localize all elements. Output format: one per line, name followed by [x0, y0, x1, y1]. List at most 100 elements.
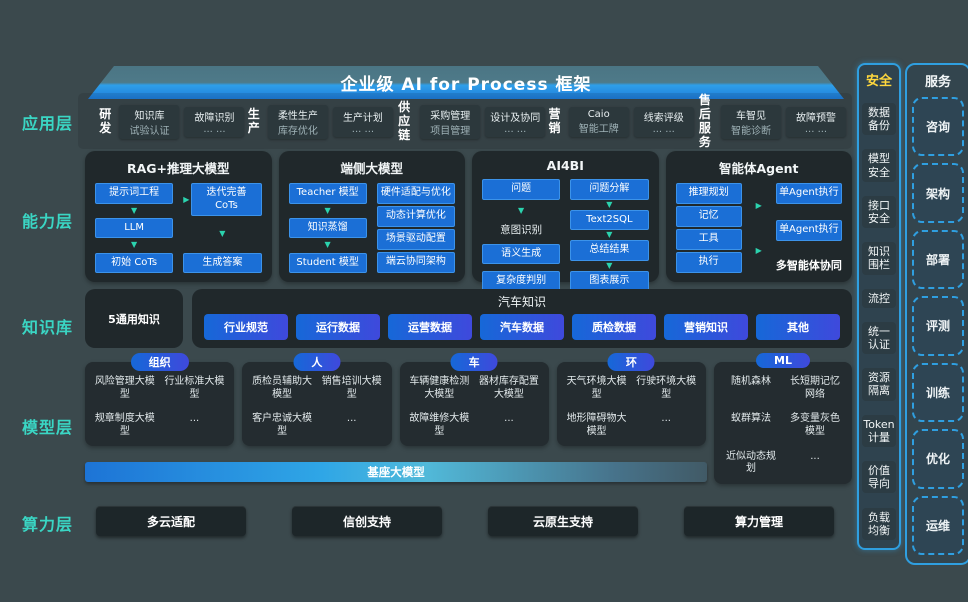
model-item: 多变量灰色模型 — [790, 413, 840, 437]
arrow-down-icon: ▼ — [518, 205, 525, 215]
security-item: 流控 — [862, 288, 896, 308]
model-group-organization: 组织 风险管理大模型 行业标准大模型 规章制度大模型 ... — [85, 353, 235, 446]
app-card-subtitle: 智能诊断 — [731, 126, 771, 137]
model-group-tag: 车 — [450, 353, 498, 371]
app-card-subtitle: ... ... — [203, 124, 226, 135]
flow-node: 复杂度判别 — [482, 270, 561, 291]
app-card-title: 生产计划 — [342, 113, 383, 124]
app-card-subtitle: ... ... — [504, 123, 527, 135]
app-card-subtitle: 库存优化 — [277, 126, 318, 137]
compute-item-management: 算力管理 — [684, 506, 834, 536]
model-group-people: 人 质检员辅助大模型 销售培训大模型 客户忠诚大模型 ... — [242, 353, 392, 446]
security-item: 模型安全 — [862, 149, 896, 182]
flow-node: 初始 CoTs — [95, 252, 174, 273]
model-item: 地形障碍物大模型 — [566, 413, 627, 437]
model-group-environment: 环 天气环境大模型 行驶环境大模型 地形障碍物大模型 ... — [556, 353, 706, 446]
service-item: 优化 — [912, 429, 964, 489]
page-title: 企业级 AI for Process 框架 — [340, 75, 592, 95]
security-item: 统一认证 — [862, 321, 896, 355]
knowledge-pill: 质检数据 — [572, 314, 656, 340]
layer-label-model: 模型层 — [22, 418, 74, 437]
flow-node: 知识蒸馏 — [288, 217, 367, 239]
arrow-down-icon: ▼ — [131, 205, 138, 215]
app-card-subtitle: ... ... — [351, 124, 375, 135]
general-knowledge-box: 5通用知识 — [85, 289, 183, 348]
app-card: 线索评级 ... ... — [633, 107, 694, 137]
arrow-down-icon: ▼ — [324, 205, 331, 215]
agent-node: 推理规划 — [675, 183, 742, 204]
capability-box-ai4bi: AI4BI 问题 ▼ 意图识别 语义生成 复杂度判别 问题分解 ▼ Text2S… — [472, 151, 659, 291]
model-item: 销售培训大模型 — [321, 376, 382, 400]
app-card: 生产计划 ... ... — [332, 107, 393, 137]
model-item: ... — [189, 413, 200, 424]
security-item: 价值导向 — [862, 461, 896, 494]
capability-box-title: RAG+推理大模型 — [126, 161, 230, 176]
app-card-title: 设计及协同 — [490, 112, 541, 124]
service-item: 部署 — [912, 229, 964, 290]
arrow-right-icon: ▶ — [755, 245, 762, 255]
list-node: 端云协同架构 — [376, 252, 455, 273]
list-node: 硬件适配与优化 — [376, 183, 455, 204]
layer-label-compute: 算力层 — [22, 515, 74, 534]
model-item: ... — [346, 413, 357, 424]
app-card-subtitle: 试验认证 — [129, 126, 170, 137]
model-item: 风险管理大模型 — [94, 376, 155, 400]
security-item: 知识围栏 — [862, 242, 896, 275]
security-item: 数据备份 — [862, 103, 896, 136]
app-card-subtitle: ... ... — [652, 124, 675, 135]
list-node: 场景驱动配置 — [376, 229, 455, 250]
app-group-label: 供应链 — [398, 100, 411, 142]
flow-node: Text2SQL — [570, 209, 649, 230]
app-card-subtitle: 智能工牌 — [578, 124, 619, 135]
app-card-subtitle: ... ... — [804, 124, 828, 135]
model-item: 行驶环境大模型 — [636, 376, 697, 400]
app-card: Caio 智能工牌 — [568, 107, 629, 137]
model-item: 规章制度大模型 — [94, 413, 155, 437]
model-item: 器材库存配置大模型 — [478, 376, 539, 400]
model-group-tag: 环 — [607, 353, 655, 371]
agent-node: 工具 — [675, 229, 742, 250]
app-card: 故障识别 ... ... — [184, 107, 245, 137]
knowledge-pill: 其他 — [756, 314, 840, 340]
model-item: 随机森林 — [731, 376, 771, 388]
arrow-down-icon: ▼ — [606, 260, 613, 270]
arrow-down-icon: ▼ — [219, 229, 226, 239]
app-card-subtitle: 项目管理 — [430, 125, 471, 137]
security-item: 资源隔离 — [862, 368, 896, 401]
flow-label: 意图识别 — [500, 224, 543, 237]
arrow-right-icon: ▶ — [183, 194, 190, 204]
app-card-title: 线索评级 — [643, 113, 684, 124]
model-item: 客户忠诚大模型 — [252, 413, 313, 437]
capability-box-title: AI4BI — [546, 158, 584, 173]
app-card: 设计及协同 ... ... — [485, 106, 546, 137]
security-item: Token计量 — [862, 414, 896, 448]
flow-node: 问题 — [482, 179, 561, 200]
app-group-after-sales: 售后服务 车智见 智能诊断 故障预警 ... ... — [694, 93, 846, 149]
model-group-tag: ML — [756, 353, 810, 368]
model-item: 天气环境大模型 — [566, 376, 627, 400]
service-item: 咨询 — [912, 97, 964, 157]
app-group-label: 研发 — [99, 107, 112, 135]
app-card: 故障预警 ... ... — [786, 107, 846, 137]
model-group-ml: ML 随机森林 长短期记忆网络 蚁群算法 多变量灰色模型 近似动态规划 ... — [714, 353, 852, 484]
app-card: 采购管理 项目管理 — [420, 104, 481, 139]
arrow-right-icon: ▶ — [755, 200, 762, 210]
flow-node: 图表展示 — [570, 270, 649, 291]
app-group-label: 营销 — [548, 107, 561, 135]
list-node: 动态计算优化 — [376, 206, 455, 227]
capability-layer-row: RAG+推理大模型 提示词工程 ▼ LLM ▼ 初始 CoTs ▶ 迭代完善 C… — [85, 151, 852, 291]
arrow-down-icon: ▼ — [606, 199, 613, 209]
app-card-title: 采购管理 — [430, 110, 471, 122]
security-item: 负载均衡 — [862, 507, 896, 540]
app-group-marketing: 营销 Caio 智能工牌 线索评级 ... ... — [545, 107, 694, 137]
knowledge-pill: 营销知识 — [664, 314, 748, 340]
flow-node: Teacher 模型 — [288, 183, 367, 204]
app-card-title: 故障识别 — [194, 113, 235, 124]
model-item: 故障维修大模型 — [409, 413, 470, 437]
model-item: ... — [661, 413, 671, 424]
knowledge-pill: 行业规范 — [204, 314, 288, 340]
foundation-model-bar: 基座大模型 — [85, 462, 707, 482]
app-card: 知识库 试验认证 — [119, 105, 180, 139]
arrow-down-icon: ▼ — [324, 240, 331, 250]
